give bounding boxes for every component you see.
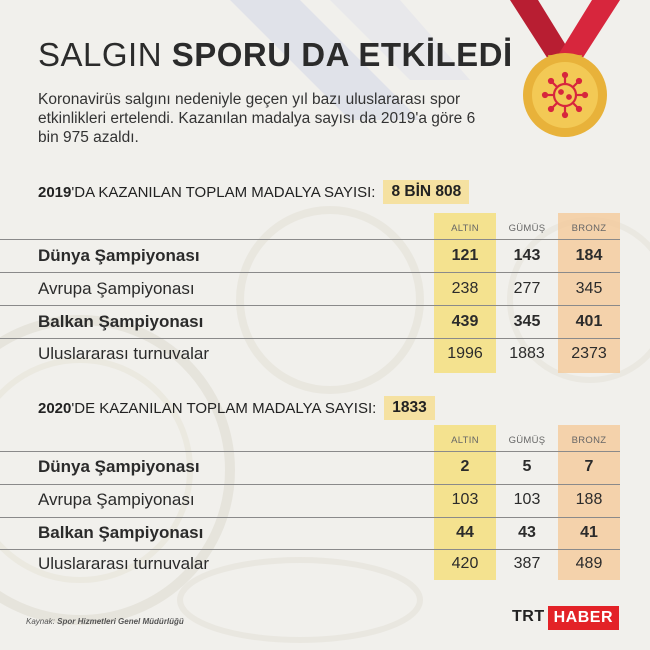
silver-value: 277: [513, 280, 541, 297]
section-2020-heading-text: 'DE KAZANILAN TOPLAM MADALYA SAYISI:: [71, 399, 377, 417]
virus-icon: [541, 71, 589, 119]
gold-value: 2: [460, 458, 470, 475]
section-2019-year: 2019: [38, 183, 72, 201]
gold-value: 1996: [447, 345, 483, 362]
section-2019-total-badge: 8 BİN 808: [383, 180, 470, 204]
bronze-value: 401: [575, 313, 603, 330]
bronze-value: 345: [575, 280, 603, 297]
row-divider: [0, 451, 620, 452]
silver-value: 103: [513, 491, 541, 508]
trt-haber-logo: TRT HABER: [512, 606, 619, 630]
row-name: Dünya Şampiyonası: [38, 246, 200, 265]
row-divider: [0, 338, 620, 339]
bronze-value: 2373: [571, 345, 607, 362]
silver-value: 5: [522, 458, 532, 475]
row-name: Uluslararası turnuvalar: [38, 554, 210, 573]
section-2020-year: 2020: [38, 399, 72, 417]
silver-value: 143: [513, 247, 541, 264]
bronze-column-header: BRONZ: [571, 435, 607, 446]
silver-value: 43: [518, 524, 536, 541]
bronze-value: 489: [575, 555, 603, 572]
logo-haber: HABER: [547, 606, 619, 630]
gold-column-bg: [434, 425, 496, 580]
logo-trt: TRT: [512, 608, 545, 625]
row-divider: [0, 517, 620, 518]
silver-value: 345: [513, 313, 541, 330]
gold-column-header: ALTIN: [451, 435, 479, 446]
gold-value: 103: [451, 491, 479, 508]
gold-value: 44: [456, 524, 474, 541]
silver-column-header: GÜMÜŞ: [508, 435, 546, 446]
source-note: Kaynak: Spor Hizmetleri Genel Müdürlüğü: [26, 617, 184, 626]
section-2019-heading: 2019 'DA KAZANILAN TOPLAM MADALYA SAYISI:…: [38, 180, 470, 204]
gold-value: 238: [451, 280, 479, 297]
bronze-column-bg: [558, 425, 620, 580]
row-name: Balkan Şampiyonası: [38, 523, 204, 542]
bronze-value: 188: [575, 491, 603, 508]
page-title: SALGIN SPORU DA ETKİLEDİ: [38, 36, 513, 73]
row-divider: [0, 305, 620, 306]
row-name: Dünya Şampiyonası: [38, 457, 200, 476]
silver-column-header: GÜMÜŞ: [508, 223, 546, 234]
row-name: Avrupa Şampiyonası: [38, 490, 195, 509]
row-name: Uluslararası turnuvalar: [38, 344, 210, 363]
source-text: Spor Hizmetleri Genel Müdürlüğü: [57, 617, 184, 626]
row-divider: [0, 484, 620, 485]
source-label: Kaynak:: [26, 617, 55, 626]
bronze-value: 41: [580, 524, 598, 541]
gold-value: 121: [451, 247, 479, 264]
bronze-column-header: BRONZ: [571, 223, 607, 234]
row-divider: [0, 239, 620, 240]
gold-column-header: ALTIN: [451, 223, 479, 234]
description-text: Koronavirüs salgını nedeniyle geçen yıl …: [38, 91, 476, 146]
section-2020-total-badge: 1833: [384, 396, 435, 420]
gold-value: 439: [451, 313, 479, 330]
row-divider: [0, 549, 620, 550]
bronze-value: 7: [584, 458, 594, 475]
row-divider: [0, 272, 620, 273]
gold-value: 420: [451, 555, 479, 572]
section-2020-heading: 2020 'DE KAZANILAN TOPLAM MADALYA SAYISI:…: [38, 396, 435, 420]
silver-value: 1883: [509, 345, 545, 362]
silver-value: 387: [513, 555, 541, 572]
section-2019-heading-text: 'DA KAZANILAN TOPLAM MADALYA SAYISI:: [71, 183, 376, 201]
bronze-value: 184: [575, 247, 603, 264]
row-name: Balkan Şampiyonası: [38, 312, 204, 331]
medal-icon: [510, 0, 620, 137]
row-name: Avrupa Şampiyonası: [38, 279, 195, 298]
